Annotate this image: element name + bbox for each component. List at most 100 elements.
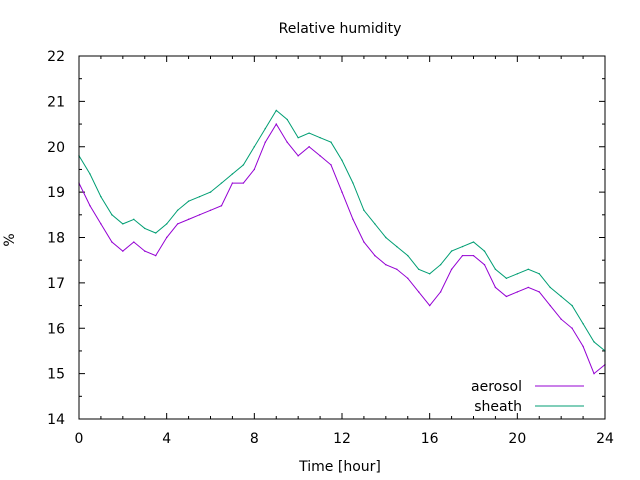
- aerosol-data-point: [560, 318, 562, 320]
- aerosol-data-point: [231, 182, 234, 184]
- aerosol-data-point: [571, 327, 573, 329]
- aerosol-data-point: [538, 291, 540, 293]
- sheath-data-point: [308, 132, 310, 134]
- sheath-data-point: [319, 136, 321, 139]
- aerosol-data-point: [418, 291, 420, 293]
- aerosol-data-point: [187, 218, 190, 221]
- aerosol-data-point: [483, 264, 486, 266]
- y-tick-label: 15: [47, 367, 65, 383]
- sheath-data-point: [571, 304, 573, 307]
- aerosol-data-point: [286, 141, 288, 143]
- sheath-data-point: [461, 245, 464, 248]
- sheath-data-point: [297, 136, 299, 139]
- sheath-data-point: [516, 273, 519, 275]
- plot-frame: [78, 55, 606, 420]
- x-tick-label: 16: [421, 431, 439, 447]
- x-tick-label: 4: [162, 431, 171, 447]
- sheath-data-point: [122, 223, 124, 225]
- sheath-data-point: [100, 195, 102, 198]
- aerosol-data-point: [133, 241, 135, 243]
- aerosol-data-point: [374, 254, 376, 257]
- aerosol-data-point: [385, 264, 387, 266]
- aerosol-data-point: [527, 286, 529, 289]
- sheath-data-point: [374, 223, 376, 225]
- sheath-data-point: [165, 223, 168, 225]
- aerosol-data-point: [144, 250, 146, 252]
- aerosol-data-point: [505, 295, 508, 298]
- aerosol-data-point: [330, 164, 332, 166]
- sheath-data-point: [198, 195, 201, 198]
- sheath-data-point: [396, 245, 398, 248]
- sheath-data-point: [253, 146, 256, 148]
- sheath-data-point: [176, 209, 179, 211]
- sheath-data-point: [407, 254, 409, 257]
- aerosol-data-point: [341, 191, 343, 193]
- sheath-data-point: [286, 118, 288, 121]
- chart-title: Relative humidity: [279, 21, 402, 37]
- aerosol-data-point: [593, 372, 595, 375]
- sheath-data-point: [582, 323, 584, 325]
- y-tick-label: 20: [47, 140, 65, 156]
- aerosol-data-point: [450, 268, 453, 270]
- sheath-data-point: [352, 182, 354, 184]
- sheath-data-point: [418, 268, 420, 270]
- aerosol-data-point: [549, 304, 551, 307]
- aerosol-data-point: [264, 141, 266, 143]
- sheath-data-point: [209, 191, 212, 193]
- sheath-data-point: [155, 232, 157, 234]
- aerosol-data-point: [100, 223, 102, 225]
- aerosol-data-point: [428, 304, 431, 307]
- sheath-data-point: [220, 182, 223, 184]
- aerosol-data-point: [516, 291, 519, 293]
- y-tick-label: 14: [47, 412, 65, 428]
- aerosol-data-point: [275, 123, 277, 125]
- sheath-data-point: [385, 236, 387, 239]
- sheath-data-point: [144, 227, 146, 230]
- aerosol-data-point: [319, 155, 321, 157]
- sheath-data-point: [549, 286, 551, 289]
- aerosol-data-point: [220, 205, 223, 207]
- aerosol-data-point: [472, 254, 475, 257]
- y-tick-label: 17: [47, 276, 65, 292]
- axis-tick-labels: 0 4 8 12 16 20 24 14 15 16 17 18 19 20 21 22: [47, 49, 614, 447]
- sheath-data-point: [538, 273, 540, 275]
- sheath-data-point: [275, 109, 277, 112]
- sheath-data-point: [439, 264, 442, 266]
- aerosol-data-point: [198, 214, 201, 216]
- sheath-data-point: [242, 164, 245, 166]
- aerosol-data-point: [308, 146, 310, 148]
- sheath-data-point: [111, 214, 113, 216]
- aerosol-data-point: [494, 286, 497, 289]
- aerosol-data-point: [111, 241, 113, 243]
- sheath-data-point: [231, 173, 234, 175]
- sheath-data-point: [341, 159, 343, 162]
- sheath-data-point: [330, 141, 332, 143]
- x-tick-label: 24: [596, 431, 614, 447]
- x-tick-label: 8: [250, 431, 259, 447]
- y-tick-label: 21: [47, 94, 65, 110]
- legend-label-sheath: sheath: [474, 399, 522, 415]
- legend: aerosol sheath: [471, 379, 584, 415]
- axis-ticks: [78, 55, 606, 420]
- y-tick-label: 19: [47, 185, 65, 201]
- aerosol-data-point: [253, 168, 256, 171]
- sheath-data-point: [133, 218, 135, 221]
- sheath-data-point: [472, 241, 475, 243]
- series-layer: [78, 109, 606, 375]
- sheath-data-point: [428, 273, 431, 275]
- aerosol-data-point: [461, 254, 464, 257]
- sheath-data-point: [560, 295, 562, 298]
- aerosol-data-point: [209, 209, 212, 211]
- aerosol-data-point: [176, 223, 179, 225]
- sheath-series-line: [78, 109, 606, 352]
- y-tick-label: 18: [47, 231, 65, 247]
- sheath-data-point: [264, 127, 266, 130]
- sheath-data-point: [494, 268, 497, 270]
- aerosol-data-point: [407, 277, 409, 280]
- aerosol-data-point: [352, 218, 354, 221]
- sheath-data-point: [450, 250, 453, 252]
- sheath-data-point: [505, 277, 508, 280]
- aerosol-data-point: [89, 205, 91, 207]
- aerosol-data-point: [363, 241, 365, 243]
